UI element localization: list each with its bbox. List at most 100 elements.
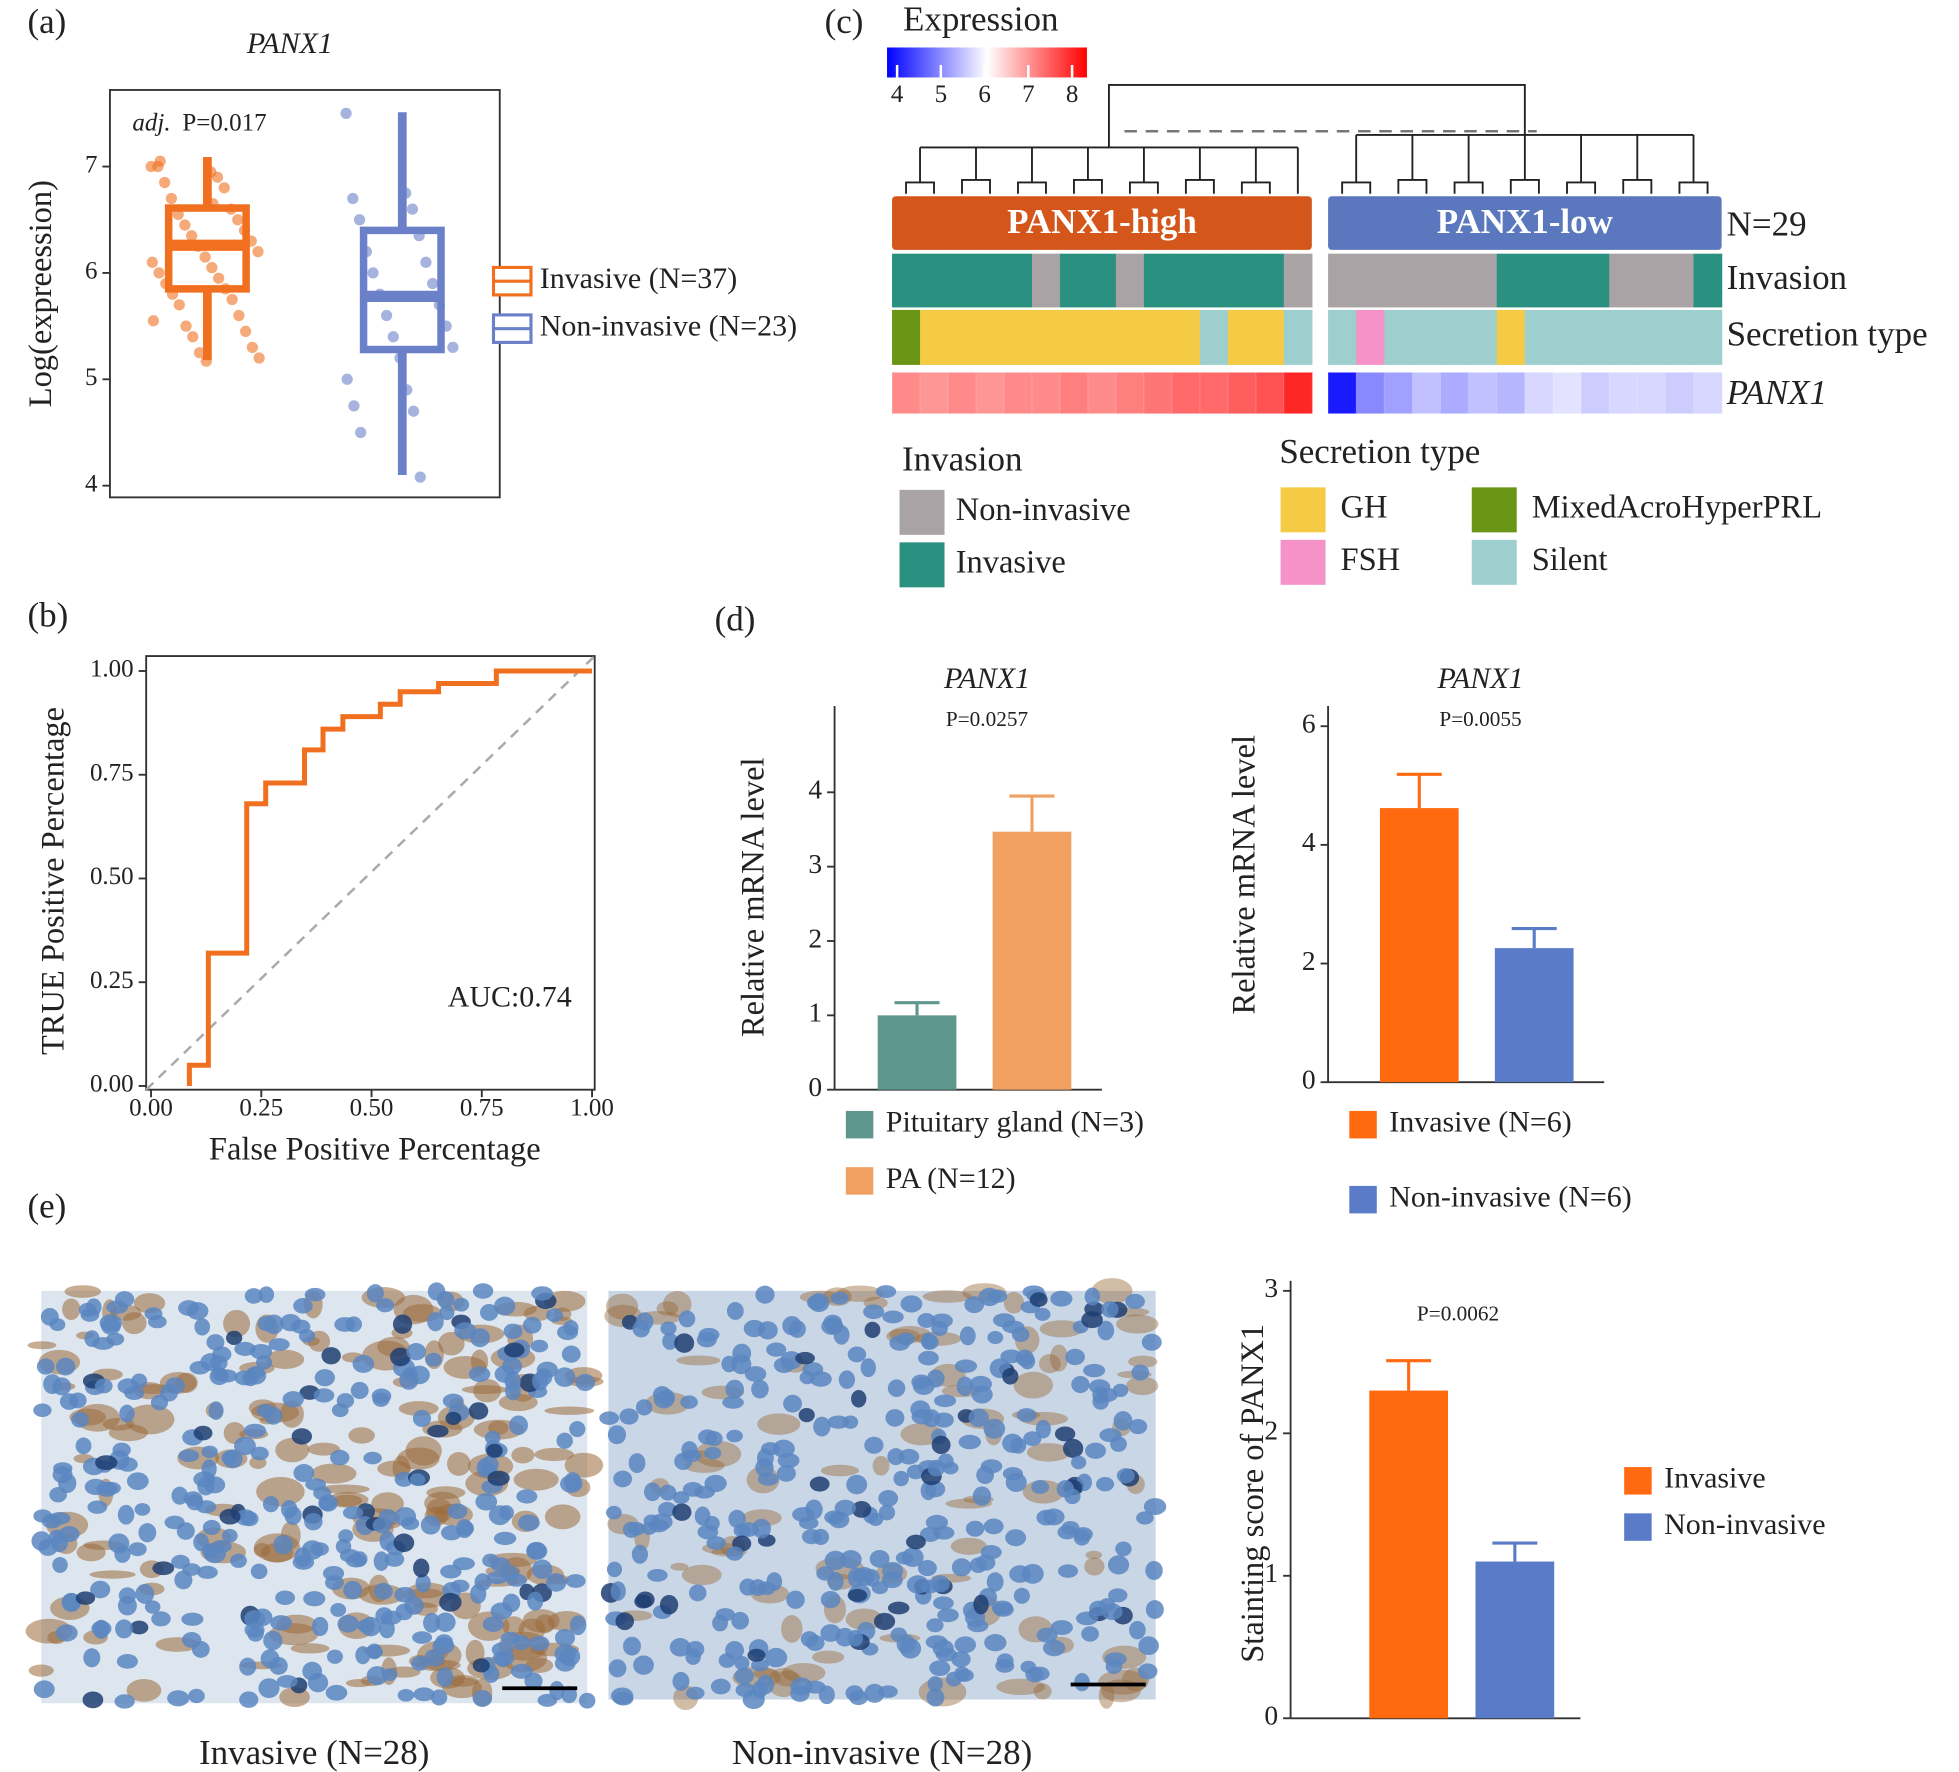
colorbar-tick-label: 8 [1066,81,1078,108]
data-point [165,192,178,205]
y-tick-label: 0.25 [90,967,134,994]
data-point [147,315,160,327]
data-point [341,373,353,385]
micrograph-nucleus [734,1667,754,1685]
micrograph-nucleus [765,1647,788,1668]
micrograph-nucleus [824,1550,847,1571]
micrograph-nucleus [674,1333,695,1353]
micrograph-nucleus [847,1346,867,1363]
invasion-cell [1199,253,1229,308]
legend-swatch [845,1110,874,1139]
micrograph-nucleus [1131,1364,1150,1381]
micrograph-nucleus [1036,1509,1057,1526]
micrograph-nucleus [495,1652,511,1668]
micrograph-nucleus [331,1403,349,1418]
micrograph-nucleus [209,1367,230,1386]
micrograph-stain [1026,1443,1071,1462]
micrograph-nucleus [147,1315,167,1329]
micrograph-nucleus [164,1515,185,1530]
micrograph-nucleus [373,1551,389,1571]
micrograph-nucleus [840,1550,862,1569]
micrograph-nucleus [1071,1455,1087,1470]
micrograph-stain [662,1291,692,1318]
micrograph-stain [511,1446,535,1464]
micrograph-nucleus [441,1525,462,1541]
micrograph-nucleus [531,1286,553,1301]
micrograph-nucleus [435,1634,453,1650]
legend-title: Secretion type [1279,432,1480,471]
micrograph-nucleus [911,1374,932,1390]
micrograph-nucleus [635,1591,655,1608]
micrograph-stain [950,1537,987,1555]
legend-label: GH [1341,489,1388,525]
micrograph-nucleus [672,1671,690,1691]
secretion-cell [1087,309,1117,365]
micrograph-nucleus [256,1355,273,1370]
micrograph-stain [253,1542,271,1557]
secretion-cell [1059,309,1089,365]
micrograph-nucleus [350,1381,369,1399]
micrograph-nucleus [773,1357,795,1374]
micrograph-nucleus [397,1688,415,1702]
roc-curve [186,668,593,1086]
micrograph-stain [405,1436,442,1466]
secretion-cell [1581,309,1610,365]
invasion-cell [1581,253,1610,308]
micrograph-nucleus [82,1691,104,1709]
bar [877,1015,957,1090]
invasion-cell [1328,253,1357,308]
micrograph-nucleus [901,1547,924,1567]
micrograph-nucleus [401,1517,420,1531]
micrograph-nucleus [809,1476,830,1492]
data-point [213,272,225,284]
micrograph-nucleus [1099,1428,1122,1443]
micrograph-nucleus [802,1362,824,1377]
micrograph-nucleus [1034,1307,1051,1321]
data-point [173,299,185,311]
micrograph-stain [1033,1683,1052,1700]
micrograph-nucleus [686,1640,705,1658]
row-label: Invasion [1727,258,1847,297]
micrograph-nucleus [1057,1564,1079,1578]
micrograph-nucleus [445,1411,462,1425]
micrograph-nucleus [776,1464,796,1482]
legend-swatch [899,489,945,535]
micrograph-nucleus [715,1608,736,1622]
micrograph-nucleus [652,1386,672,1403]
micrograph-nucleus [564,1472,582,1492]
micrograph-nucleus [420,1515,441,1535]
micrograph-nucleus [1141,1333,1162,1351]
micrograph-nucleus [929,1660,951,1677]
micrograph-nucleus [234,1436,256,1456]
dendrogram [961,179,991,194]
invasion-cell [1693,253,1723,308]
micrograph-nucleus [752,1518,771,1539]
micrograph-nucleus [980,1545,1002,1560]
micrograph-stain [922,1290,972,1303]
micrograph-stain [345,1679,372,1688]
micrograph-nucleus [669,1638,691,1657]
invasion-cell [892,253,921,308]
micrograph-nucleus [501,1565,519,1581]
micrograph-nucleus [995,1658,1015,1673]
micrograph-stain [1003,1291,1024,1314]
micrograph-nucleus [491,1642,514,1658]
data-point [179,219,191,231]
y-tick-label: 0.00 [90,1071,134,1098]
panel-label: (a) [27,2,66,41]
dendrogram [1128,181,1159,194]
micrograph-nucleus [682,1482,704,1497]
micrograph-nucleus [851,1501,872,1518]
micrograph-nucleus [270,1615,292,1631]
expression-cell [919,371,950,415]
micrograph-nucleus [934,1394,957,1408]
annotation: P=0.0062 [1417,1302,1499,1326]
micrograph-stain [89,1570,136,1579]
micrograph-nucleus [575,1373,595,1392]
micrograph-nucleus [355,1646,371,1665]
data-point [187,331,199,343]
invasion-cell [1609,253,1638,308]
micrograph-nucleus [887,1379,906,1398]
invasion-cell [1552,253,1582,308]
micrograph-nucleus [83,1648,101,1668]
